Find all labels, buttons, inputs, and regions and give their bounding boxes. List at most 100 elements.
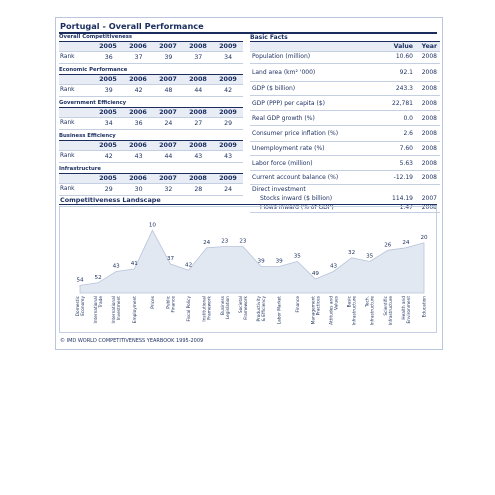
fact-year: 2008 [421,85,437,92]
rank-data-label: 42 [185,262,192,268]
fact-year: 2008 [421,145,437,152]
rank-data-label: 54 [76,277,84,283]
rank-value: 42 [134,87,143,94]
factor-label: Attitudes and Values [329,295,340,325]
rank-data-label: 23 [239,239,247,245]
rank-label: Rank [60,54,75,60]
rank-data-label: 35 [366,254,374,260]
fact-year: 2008 [421,99,437,107]
factor-label-line: Institutional [202,296,208,322]
factor-label-line: Productivity [256,296,262,322]
rank-data-label: 26 [384,242,392,248]
rank-row: Rank 34 36 24 27 29 [59,118,243,130]
factor-label-line: Investment [116,296,122,321]
factor-label-line: Prices [150,295,156,308]
factor-label-line: Environment [406,296,412,324]
fact-name: GDP ($ billion) [252,85,296,92]
fact-name: Stocks inward ($ billion) [260,195,333,202]
block-title: Business Efficiency [59,133,116,139]
factor-label-line: Finance [171,296,177,313]
fact-year: 2008 [421,69,437,76]
rank-row: Rank 42 43 44 43 43 [59,151,243,163]
year-header: Year [421,43,437,50]
rank-value: 37 [134,54,143,61]
factor-label-line: Framework [207,295,213,319]
factor-label-line: Economy [80,296,86,316]
fact-name: Population (million) [252,53,311,60]
factor-label: Labor Market [277,296,283,325]
factor-label-line: Management [310,296,316,325]
overall-performance-sheet: Portugal - Overall Performance Overall C… [55,17,443,350]
rank-value: 48 [164,87,173,94]
factor-label: Business Legislation [220,295,231,319]
rank-value: 36 [104,54,113,61]
factor-label-line: Attitudes and [329,296,335,325]
rank-value: 37 [194,54,203,61]
year-cell: 2006 [129,141,147,149]
investment-header: Direct investment [252,186,306,193]
rank-data-label: 41 [131,261,139,267]
fact-value: 92.1 [399,69,413,76]
landscape-area [79,229,425,294]
block-title: Infrastructure [59,166,101,172]
rank-data-label: 39 [276,259,284,265]
year-cell: 2006 [129,75,147,83]
rank-data-label: 43 [113,264,121,270]
rank-value: 36 [134,120,143,127]
year-cell: 2009 [219,141,237,149]
rank-data-label: 39 [258,259,266,265]
rank-label: Rank [60,87,75,93]
fact-row: Real GDP growth (%) 0.0 2008 [250,111,440,126]
rank-row: Rank 29 30 32 28 24 [59,184,243,196]
year-cell: 2007 [159,108,177,116]
fact-year: 2008 [421,159,437,167]
fact-value: -12.19 [393,174,413,181]
factor-label-line: Values [334,295,340,310]
copyright-footer: © IMD WORLD COMPETITIVENESS YEARBOOK 199… [60,338,204,344]
year-cell: 2005 [99,75,117,83]
factor-label: Institutional Framework [202,295,213,321]
fact-name: Current account balance (%) [252,174,339,181]
fact-row: Unemployment rate (%) 7.60 2008 [250,142,440,156]
factor-label-line: Framework [243,295,249,319]
fact-value: 1.47 [399,204,413,211]
block-government-efficiency: Government Efficiency 2005 2006 2007 200… [59,100,243,130]
rank-label: Rank [60,186,75,192]
factor-label-line: International [111,296,117,323]
fact-year: 2008 [421,53,437,60]
page-title: Portugal - Overall Performance [60,21,204,31]
fact-name: Flows inward (% of GDP) [260,204,334,211]
rank-data-label: 24 [402,240,410,246]
rank-value: 43 [194,153,203,160]
fact-row: Flows inward (% of GDP) 1.47 2008 [250,203,440,213]
rank-value: 27 [194,120,203,127]
factor-label-line: Tech. [365,296,371,308]
fact-year: 2008 [421,204,437,211]
value-header: Value [393,43,413,50]
rank-value: 44 [164,153,173,160]
basic-facts-title: Basic Facts [250,34,288,41]
rank-data-label: 43 [330,264,338,270]
block-business-efficiency: Business Efficiency 2005 2006 2007 2008 … [59,133,243,163]
fact-year: 2008 [421,130,437,137]
rank-value: 42 [104,153,113,160]
factor-label-line: Domestic [75,295,81,316]
rank-data-label: 23 [221,239,229,245]
fact-value: 7.60 [399,145,413,152]
fact-value: 243.3 [395,85,413,92]
rank-value: 44 [194,87,203,94]
factor-label-line: Education [422,296,428,318]
rank-data-label: 52 [95,275,102,281]
year-cell: 2007 [159,75,177,83]
title-rule [59,32,437,34]
year-cell: 2009 [219,174,237,182]
rank-value: 34 [104,120,113,127]
factor-label: Prices [150,295,156,308]
basic-facts-header: Value Year [250,41,440,52]
year-cell: 2008 [189,141,207,149]
factor-label-line: Basic [347,295,353,307]
factor-label-line: Infrastructure [370,296,376,326]
fact-year: 2007 [421,195,437,202]
rank-data-label: 24 [203,240,211,246]
rank-row: Rank 36 37 39 37 34 [59,52,243,64]
